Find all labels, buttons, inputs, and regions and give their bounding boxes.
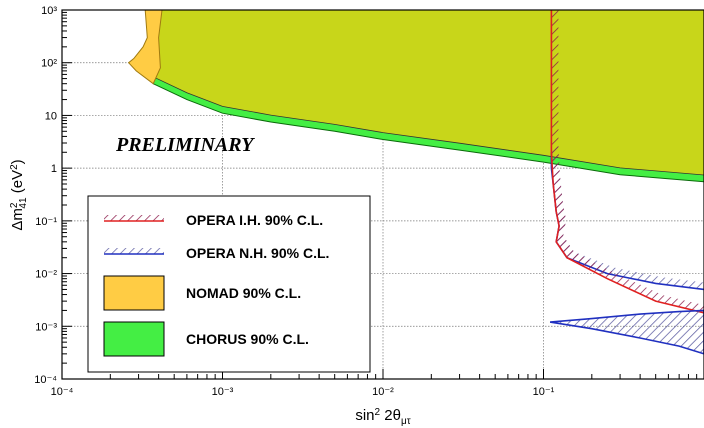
x-axis-label: sin2 2θμτ [355, 407, 410, 427]
y-tick-label: 10⁻² [35, 269, 57, 281]
y-tick-label: 10³ [41, 5, 57, 17]
nomad-chorus-overlap-region [152, 10, 704, 176]
x-tick-label: 10⁻⁴ [51, 386, 74, 398]
y-tick-label: 10 [45, 110, 57, 122]
y-tick-label: 1 [51, 163, 57, 175]
axis-ticks [61, 11, 698, 380]
y-tick-label: 10⁻¹ [35, 216, 57, 228]
opera-nh-lower-lobe [549, 309, 704, 355]
exclusion-regions [127, 10, 704, 183]
axis-tick-labels: 10⁻⁴ 10⁻³ 10⁻² 10⁻¹ 10⁻⁴ 10⁻³ 10⁻² 10⁻¹ 1 10 10² 10… [34, 5, 554, 398]
opera-ih-line [550, 10, 704, 314]
x-tick-label: 10⁻¹ [533, 386, 555, 398]
y-tick-label: 10² [41, 58, 57, 70]
y-tick-label: 10⁻⁴ [34, 374, 57, 386]
preliminary-annotation: PRELIMINARY [115, 134, 255, 156]
legend-opera-nh-label: OPERA N.H. 90% C.L. [186, 245, 329, 261]
legend-nomad-swatch [103, 275, 165, 311]
x-tick-label: 10⁻² [372, 386, 394, 398]
legend-chorus-label: CHORUS 90% C.L. [186, 331, 309, 347]
legend-opera-ih-label: OPERA I.H. 90% C.L. [186, 212, 323, 228]
legend-chorus-swatch [103, 321, 165, 357]
x-tick-label: 10⁻³ [212, 386, 234, 398]
legend-opera-nh-swatch-hatch [104, 248, 164, 254]
y-tick-label: 10⁻³ [35, 321, 57, 333]
opera-contours [549, 10, 704, 355]
legend-opera-ih-swatch-hatch [104, 215, 164, 221]
nomad-region [127, 10, 163, 85]
legend: OPERA I.H. 90% C.L. OPERA N.H. 90% C.L. NO… [87, 195, 371, 373]
legend-nomad-label: NOMAD 90% C.L. [186, 285, 301, 301]
y-axis-label: Δm241 (eV2) [9, 159, 29, 230]
